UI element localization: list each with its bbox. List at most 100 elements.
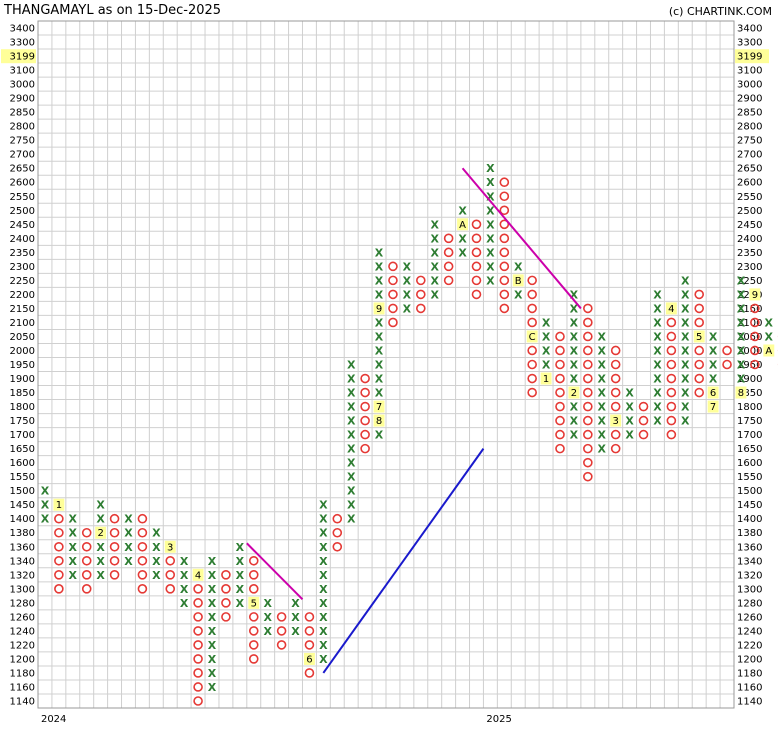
- o-box: [360, 401, 370, 412]
- o-box: [415, 303, 426, 314]
- current-price-badge-right: [735, 49, 769, 64]
- x-box: X: [41, 499, 50, 512]
- o-box: [722, 345, 732, 356]
- x-box: X: [375, 274, 384, 287]
- o-box: [694, 345, 705, 356]
- o-box: [332, 527, 343, 538]
- x-box: X: [653, 288, 662, 301]
- o-box: [499, 177, 510, 188]
- o-box: [610, 359, 621, 370]
- y-tick-left: 2650: [10, 164, 35, 175]
- month-marker-box: [610, 414, 622, 427]
- o-box: [527, 289, 537, 300]
- x-box: X: [486, 246, 495, 259]
- o-box: [638, 429, 649, 440]
- o-box: [248, 570, 259, 580]
- o-box: [583, 373, 593, 384]
- y-tick-left: 1750: [10, 416, 35, 427]
- o-box: [304, 668, 315, 678]
- o-box: [415, 289, 426, 300]
- month-marker-box: [763, 344, 775, 357]
- x-box: X: [319, 611, 328, 624]
- y-tick-right: 1300: [737, 584, 762, 595]
- y-tick-right: 1220: [737, 640, 762, 651]
- x-box: X: [208, 555, 217, 568]
- o-box: [583, 429, 593, 440]
- x-box: X: [709, 359, 718, 372]
- plot-frame: [37, 20, 735, 709]
- month-marker-box: [192, 568, 204, 581]
- o-box: [583, 303, 593, 314]
- chart-title: THANGAMAYL as on 15-Dec-2025: [4, 3, 222, 18]
- month-marker-box: [707, 400, 719, 413]
- x-box: X: [124, 527, 133, 540]
- current-price-badge-left: [1, 49, 36, 64]
- o-box: [555, 429, 565, 440]
- x-box: X: [263, 625, 272, 638]
- y-tick-left: 2350: [10, 248, 35, 259]
- y-tick-left: 1160: [10, 682, 35, 693]
- x-box: X: [653, 302, 662, 315]
- o-box: [248, 626, 259, 636]
- o-box: [666, 429, 677, 440]
- x-box: X: [347, 429, 356, 442]
- o-box: [304, 640, 315, 650]
- o-box: [360, 373, 370, 384]
- y-tick-left: 1280: [10, 598, 35, 609]
- x-box: X: [375, 373, 384, 386]
- x-box: X: [208, 625, 217, 638]
- x-box: X: [208, 681, 217, 694]
- o-box: [750, 317, 760, 328]
- y-tick-right: 2550: [737, 192, 762, 203]
- y-tick-left: 2900: [10, 94, 35, 105]
- o-box: [388, 303, 398, 314]
- month-marker-box: [568, 386, 580, 399]
- x-box: X: [737, 288, 746, 301]
- x-box: X: [319, 555, 328, 568]
- month-marker: 9: [376, 304, 382, 315]
- x-box: X: [598, 330, 607, 343]
- y-tick-right: 1200: [737, 654, 762, 665]
- x-box: X: [347, 415, 356, 428]
- month-marker: 3: [167, 542, 173, 553]
- x-box: X: [403, 274, 412, 287]
- o-box: [499, 275, 510, 286]
- y-tick-left: 2700: [10, 150, 35, 161]
- x-box: X: [96, 513, 105, 526]
- o-box: [666, 345, 677, 356]
- o-box: [583, 457, 593, 468]
- o-box: [54, 513, 64, 524]
- x-box: X: [681, 387, 690, 400]
- y-tick-right: 2800: [737, 122, 762, 133]
- x-box: X: [598, 401, 607, 414]
- x-box: X: [263, 597, 272, 610]
- x-box: X: [208, 569, 217, 582]
- x-box: X: [347, 387, 356, 400]
- y-tick-left: 2200: [10, 290, 35, 301]
- x-box: X: [347, 401, 356, 414]
- x-box: X: [486, 162, 495, 175]
- x-box: X: [570, 373, 579, 386]
- y-tick-left: 1800: [10, 402, 35, 413]
- month-marker: A: [459, 220, 466, 231]
- x-box: X: [347, 373, 356, 386]
- o-box: [248, 555, 259, 566]
- x-box: X: [96, 499, 105, 512]
- x-box: X: [124, 513, 133, 526]
- month-marker: 4: [668, 304, 674, 315]
- x-box: X: [208, 653, 217, 666]
- month-marker: 5: [251, 598, 257, 609]
- x-box: X: [542, 359, 551, 372]
- x-box: X: [430, 232, 439, 245]
- x-box: X: [570, 359, 579, 372]
- o-box: [443, 261, 454, 272]
- y-tick-left: 3000: [10, 80, 35, 91]
- y-tick-left: 1550: [10, 472, 35, 483]
- x-box: X: [291, 597, 300, 610]
- y-tick-right: 2350: [737, 248, 762, 259]
- month-marker: 3: [612, 416, 618, 427]
- o-box: [666, 415, 677, 426]
- month-marker: B: [515, 276, 522, 287]
- y-tick-left: 1140: [10, 696, 35, 707]
- y-tick-left: 1700: [10, 430, 35, 441]
